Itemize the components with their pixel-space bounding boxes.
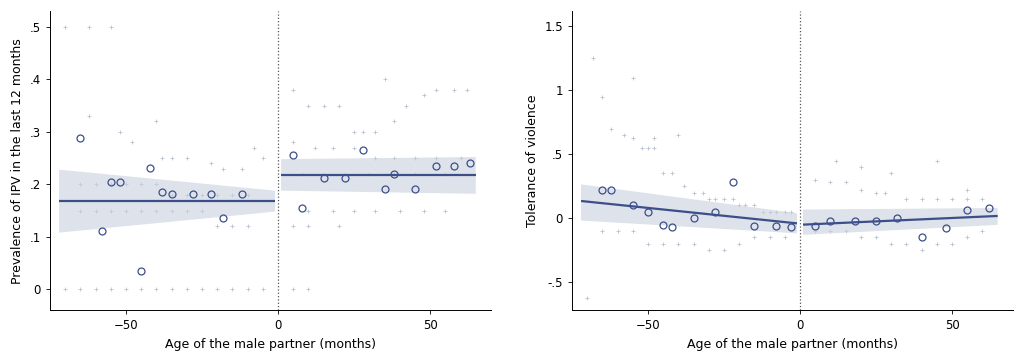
Y-axis label: Tolerance of violence: Tolerance of violence bbox=[525, 94, 539, 227]
Y-axis label: Prevalence of IPV in the last 12 months: Prevalence of IPV in the last 12 months bbox=[11, 38, 25, 283]
Polygon shape bbox=[59, 170, 275, 233]
X-axis label: Age of the male partner (months): Age of the male partner (months) bbox=[687, 338, 898, 351]
Polygon shape bbox=[282, 157, 476, 194]
Polygon shape bbox=[803, 208, 997, 235]
X-axis label: Age of the male partner (months): Age of the male partner (months) bbox=[165, 338, 376, 351]
Polygon shape bbox=[581, 184, 797, 233]
